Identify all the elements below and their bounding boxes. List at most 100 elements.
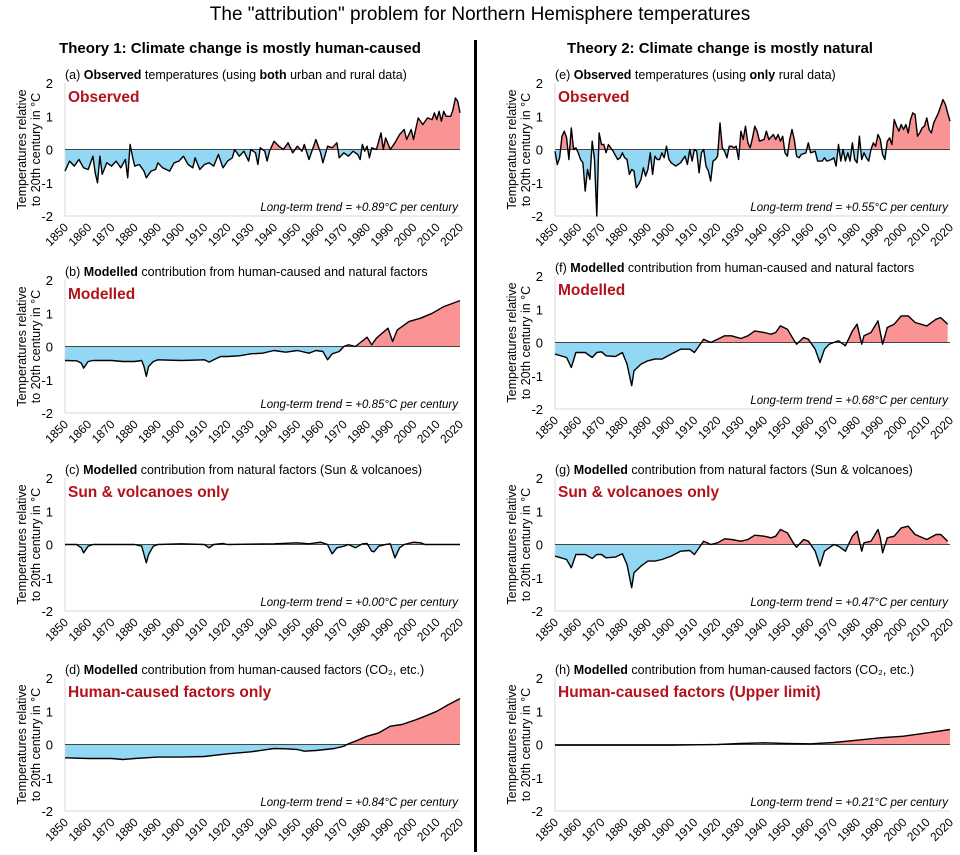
- negative-anomaly-area: [555, 149, 950, 216]
- x-tick-label: 1910: [182, 815, 211, 844]
- x-tick-label: 1920: [205, 815, 234, 844]
- temperature-series-line: [554, 525, 949, 589]
- panel-highlight-label: Observed: [68, 89, 140, 106]
- x-tick-label: 1990: [368, 417, 397, 446]
- x-tick-label: 1910: [182, 417, 211, 446]
- y-tick-label: 2: [536, 471, 543, 486]
- x-tick-label: 1960: [788, 413, 817, 442]
- y-tick-label: 0: [536, 143, 543, 158]
- y-tick-label: -2: [531, 604, 543, 619]
- x-tick-label: 2000: [881, 615, 910, 644]
- x-tick-label: 1860: [66, 815, 95, 844]
- negative-anomaly-area: [555, 342, 948, 386]
- y-tick-label: -1: [41, 571, 53, 586]
- x-tick-label: 1940: [251, 615, 280, 644]
- x-tick-label: 2010: [904, 220, 933, 249]
- panel-highlight-label: Human-caused factors only: [68, 684, 272, 701]
- x-tick-label: 2010: [904, 615, 933, 644]
- x-tick-label: 1900: [159, 220, 188, 249]
- y-axis-title-line: to 20th century in °C: [519, 286, 533, 399]
- positive-anomaly-area: [555, 526, 948, 545]
- x-tick-label: 1890: [135, 417, 164, 446]
- y-tick-label: 1: [536, 302, 543, 317]
- caption-text: (b): [65, 265, 84, 279]
- caption-text: contribution from human-caused and natur…: [624, 261, 914, 275]
- x-tick-label: 1850: [42, 815, 71, 844]
- y-tick-label: 1: [536, 704, 543, 719]
- y-axis-title-line: Temperatures relative: [15, 684, 29, 804]
- x-tick-label: 1930: [228, 220, 257, 249]
- x-tick-label: 2000: [881, 220, 910, 249]
- caption-bold-text: Modelled: [574, 663, 628, 677]
- y-axis-title: Temperatures relativeto 20th century in …: [15, 89, 43, 209]
- y-tick-label: -1: [531, 571, 543, 586]
- x-tick-label: 2010: [904, 413, 933, 442]
- y-axis-title-line: to 20th century in °C: [519, 488, 533, 601]
- x-tick-label: 1850: [532, 815, 561, 844]
- x-tick-label: 1910: [182, 220, 211, 249]
- x-tick-label: 2010: [414, 615, 443, 644]
- x-tick-label: 1900: [159, 417, 188, 446]
- y-tick-label: -2: [41, 804, 53, 819]
- x-tick-label: 2020: [437, 220, 466, 249]
- panel-highlight-label: Human-caused factors (Upper limit): [558, 684, 821, 701]
- panel-caption: (b) Modelled contribution from human-cau…: [65, 265, 428, 279]
- trend-annotation: Long-term trend = +0.85°C per century: [260, 399, 459, 411]
- negative-anomaly-area: [65, 346, 460, 377]
- x-tick-label: 2010: [414, 815, 443, 844]
- panel-caption: (a) Observed temperatures (using both ur…: [65, 68, 407, 82]
- y-tick-label: 2: [536, 269, 543, 284]
- x-tick-label: 2000: [881, 815, 910, 844]
- caption-bold-text: Observed: [84, 68, 142, 82]
- x-tick-label: 1850: [42, 417, 71, 446]
- x-tick-label: 1960: [298, 417, 327, 446]
- temperature-series-line: [64, 97, 461, 184]
- x-tick-label: 1960: [298, 220, 327, 249]
- y-tick-label: 0: [536, 336, 543, 351]
- y-tick-label: -1: [41, 373, 53, 388]
- x-tick-label: 1890: [135, 815, 164, 844]
- x-tick-label: 1890: [625, 815, 654, 844]
- caption-text: contribution from human-caused factors (…: [138, 663, 424, 677]
- y-axis-title-line: to 20th century in °C: [29, 488, 43, 601]
- x-tick-label: 1970: [811, 220, 840, 249]
- x-tick-label: 1980: [344, 417, 373, 446]
- x-tick-label: 1870: [579, 615, 608, 644]
- x-tick-label: 1860: [66, 220, 95, 249]
- negative-anomaly-area: [65, 149, 460, 183]
- y-tick-label: 1: [46, 306, 53, 321]
- x-tick-label: 2000: [391, 220, 420, 249]
- y-tick-label: 1: [46, 504, 53, 519]
- caption-bold-text: Modelled: [84, 265, 138, 279]
- x-tick-label: 1900: [159, 615, 188, 644]
- caption-text: (h): [555, 663, 574, 677]
- x-tick-label: 1880: [112, 615, 141, 644]
- x-tick-label: 1900: [159, 815, 188, 844]
- y-axis-title-line: Temperatures relative: [505, 684, 519, 804]
- x-tick-label: 1920: [205, 220, 234, 249]
- trend-annotation: Long-term trend = +0.84°C per century: [260, 797, 459, 809]
- x-tick-label: 1980: [834, 413, 863, 442]
- y-tick-label: -1: [531, 176, 543, 191]
- x-tick-label: 1910: [182, 615, 211, 644]
- temperature-series-line: [64, 299, 461, 378]
- x-tick-label: 1940: [741, 815, 770, 844]
- trend-annotation: Long-term trend = +0.55°C per century: [750, 202, 949, 214]
- y-axis-title-line: Temperatures relative: [505, 89, 519, 209]
- x-tick-label: 1870: [89, 417, 118, 446]
- caption-text: (c): [65, 463, 83, 477]
- panel-highlight-label: Sun & volcanoes only: [68, 484, 229, 501]
- positive-anomaly-area: [555, 99, 950, 150]
- caption-text: contribution from human-caused factors (…: [628, 663, 914, 677]
- panel-caption: (h) Modelled contribution from human-cau…: [555, 663, 914, 677]
- x-tick-label: 1920: [695, 815, 724, 844]
- trend-annotation: Long-term trend = +0.00°C per century: [260, 597, 459, 609]
- positive-anomaly-area: [555, 729, 950, 745]
- x-tick-label: 1930: [228, 615, 257, 644]
- x-tick-label: 2010: [904, 815, 933, 844]
- y-tick-label: -2: [531, 209, 543, 224]
- y-axis-title-line: to 20th century in °C: [29, 290, 43, 403]
- y-tick-label: -2: [41, 406, 53, 421]
